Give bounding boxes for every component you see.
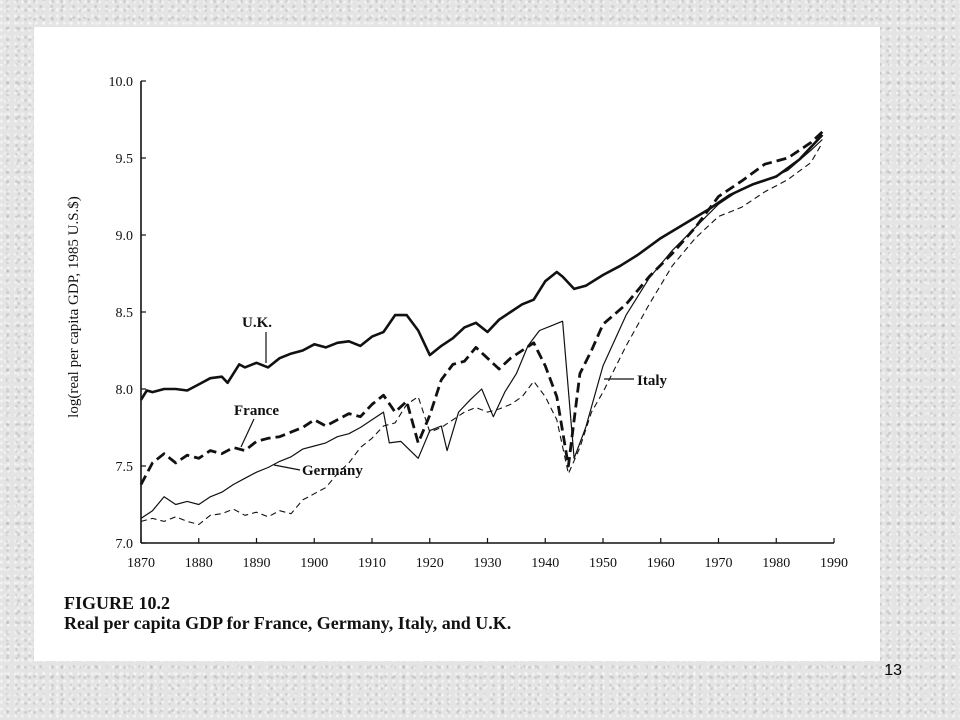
y-tick-label: 8.5: [116, 306, 134, 321]
page-number: 13: [884, 662, 902, 679]
figure-title: FIGURE 10.2: [64, 593, 170, 613]
x-tick-label: 1920: [416, 556, 444, 571]
y-tick-label: 7.0: [116, 537, 134, 552]
series-label-uk: U.K.: [242, 315, 272, 331]
x-tick-label: 1900: [300, 556, 328, 571]
series-lines: [139, 130, 824, 526]
gdp-line-chart: 1870 1880 1890 1900 1910 1920 1930 1940 1950 1960…: [64, 75, 849, 633]
series-label-germany: Germany: [302, 463, 363, 479]
y-tick-label: 7.5: [116, 460, 134, 475]
slide: 1870 1880 1890 1900 1910 1920 1930 1940 1950 1960…: [34, 27, 880, 661]
y-tick-label: 8.0: [116, 383, 134, 398]
x-tick-label: 1870: [127, 556, 155, 571]
series-line-italy: [140, 142, 823, 526]
x-tick-label: 1960: [647, 556, 675, 571]
x-tick-label: 1980: [762, 556, 790, 571]
x-tick-label: 1880: [185, 556, 213, 571]
x-tick-label: 1970: [705, 556, 733, 571]
x-tick-label: 1930: [474, 556, 502, 571]
x-tick-label: 1940: [531, 556, 559, 571]
x-tick-label: 1990: [820, 556, 848, 571]
label-leader-line: [240, 418, 255, 448]
series-annotations: U.K. France Germany Italy: [234, 315, 668, 479]
series-line-france: [139, 130, 824, 486]
label-leader-line: [273, 464, 301, 471]
x-tick-label: 1910: [358, 556, 386, 571]
figure-caption: Real per capita GDP for France, Germany,…: [64, 613, 511, 633]
y-tick-label: 9.0: [116, 229, 134, 244]
axes: 1870 1880 1890 1900 1910 1920 1930 1940 1950 1960…: [109, 75, 849, 571]
series-label-italy: Italy: [637, 373, 668, 389]
y-axis-label: log(real per capita GDP, 1985 U.S.$): [66, 196, 82, 418]
series-line-uk: [139, 134, 824, 401]
series-label-france: France: [234, 403, 279, 419]
y-tick-label: 10.0: [109, 75, 134, 90]
x-tick-label: 1890: [243, 556, 271, 571]
x-tick-label: 1950: [589, 556, 617, 571]
y-tick-label: 9.5: [116, 152, 134, 167]
